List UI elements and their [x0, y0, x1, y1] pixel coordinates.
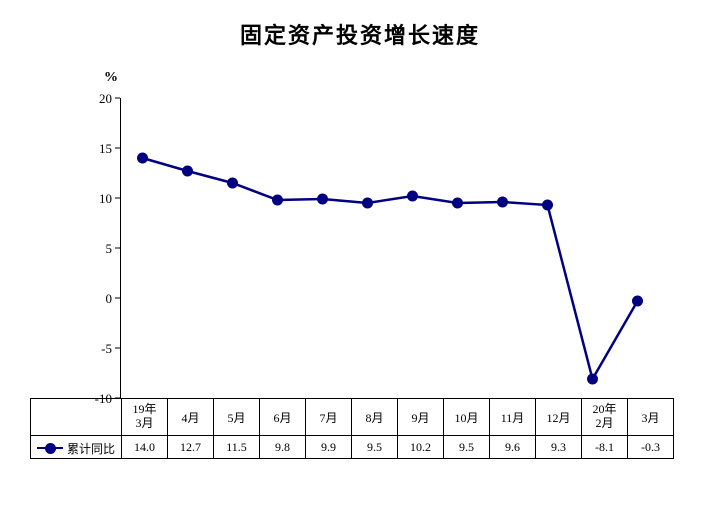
- category-label: 20年2月: [592, 402, 616, 430]
- category-cell: 3月: [628, 399, 674, 436]
- y-tick-label: -5: [72, 341, 112, 357]
- series-marker: [407, 191, 418, 202]
- legend-marker-icon: [45, 443, 56, 454]
- series-marker: [182, 166, 193, 177]
- category-cell: 8月: [352, 399, 398, 436]
- value-cell: 10.2: [398, 436, 444, 459]
- value-cell: -8.1: [582, 436, 628, 459]
- category-cell: 12月: [536, 399, 582, 436]
- y-tick-label: 5: [72, 241, 112, 257]
- category-label: 19年3月: [132, 402, 156, 430]
- series-marker: [317, 194, 328, 205]
- data-table: 19年3月 4月5月6月7月8月9月10月11月12月 20年2月 3月 累计同比 14…: [30, 398, 674, 459]
- value-cell: 14.0: [122, 436, 168, 459]
- y-tick-label: 20: [72, 91, 112, 107]
- value-cell: 9.5: [444, 436, 490, 459]
- series-marker: [362, 198, 373, 209]
- category-cell: 4月: [168, 399, 214, 436]
- value-cell: 9.3: [536, 436, 582, 459]
- value-cell: 9.5: [352, 436, 398, 459]
- category-cell: 5月: [214, 399, 260, 436]
- value-cell: 9.6: [490, 436, 536, 459]
- category-cell: 11月: [490, 399, 536, 436]
- value-cell: 9.8: [260, 436, 306, 459]
- y-tick-label: 10: [72, 191, 112, 207]
- category-cell: 6月: [260, 399, 306, 436]
- series-marker: [587, 374, 598, 385]
- legend-blank: [31, 399, 122, 436]
- series-marker: [227, 178, 238, 189]
- series-marker: [497, 197, 508, 208]
- series-marker: [542, 200, 553, 211]
- category-cell: 20年2月: [582, 399, 628, 436]
- series-marker: [272, 195, 283, 206]
- category-cell: 10月: [444, 399, 490, 436]
- series-marker: [137, 153, 148, 164]
- y-tick-label: 0: [72, 291, 112, 307]
- series-line: [143, 158, 638, 379]
- legend-label: 累计同比: [67, 440, 115, 457]
- value-cell: 9.9: [306, 436, 352, 459]
- value-cell: 12.7: [168, 436, 214, 459]
- legend: 累计同比: [31, 436, 122, 459]
- series-marker: [452, 198, 463, 209]
- y-tick-label: 15: [72, 141, 112, 157]
- value-cell: 11.5: [214, 436, 260, 459]
- series-marker: [632, 296, 643, 307]
- value-cell: -0.3: [628, 436, 674, 459]
- category-cell: 9月: [398, 399, 444, 436]
- category-cell: 7月: [306, 399, 352, 436]
- category-cell: 19年3月: [122, 399, 168, 436]
